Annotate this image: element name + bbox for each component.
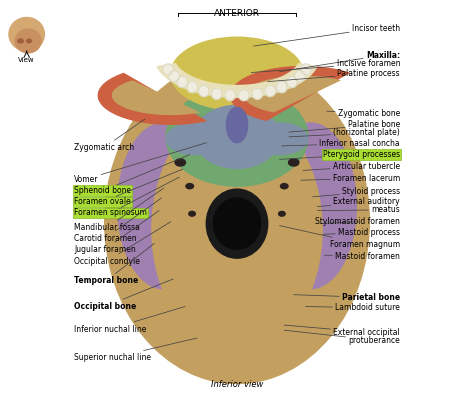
Ellipse shape <box>175 159 185 166</box>
Ellipse shape <box>251 123 308 154</box>
Ellipse shape <box>163 64 173 75</box>
Text: Superior nuchal line: Superior nuchal line <box>74 338 197 362</box>
Ellipse shape <box>194 105 280 168</box>
Ellipse shape <box>206 189 268 258</box>
Text: External occipital: External occipital <box>284 325 400 337</box>
Text: Mastoid foramen: Mastoid foramen <box>324 251 400 261</box>
Ellipse shape <box>105 60 369 383</box>
Ellipse shape <box>27 39 31 43</box>
Ellipse shape <box>213 198 261 249</box>
Ellipse shape <box>287 76 297 88</box>
Text: Articular tubercle: Articular tubercle <box>303 162 400 171</box>
Ellipse shape <box>166 88 308 186</box>
Ellipse shape <box>252 88 263 99</box>
Ellipse shape <box>227 107 247 143</box>
Ellipse shape <box>171 37 303 110</box>
Text: Occipital bone: Occipital bone <box>74 279 173 311</box>
Text: Foramen lacerum: Foramen lacerum <box>301 174 400 183</box>
Text: Jugular foramen: Jugular foramen <box>74 211 159 254</box>
Ellipse shape <box>166 123 223 154</box>
Ellipse shape <box>211 88 222 99</box>
Ellipse shape <box>225 89 235 101</box>
Ellipse shape <box>9 17 45 51</box>
Ellipse shape <box>279 211 285 216</box>
Text: Zygomatic arch: Zygomatic arch <box>74 119 145 152</box>
Ellipse shape <box>177 76 187 88</box>
Text: Stylomastoid foramen: Stylomastoid foramen <box>315 217 400 226</box>
Text: External auditory: External auditory <box>318 198 400 207</box>
Text: View: View <box>18 57 35 63</box>
Ellipse shape <box>301 64 311 75</box>
Ellipse shape <box>281 184 288 189</box>
Ellipse shape <box>152 107 322 352</box>
Text: Occipital condyle: Occipital condyle <box>74 222 171 266</box>
Text: Mastoid process: Mastoid process <box>323 228 400 237</box>
Text: Inferior nuchal line: Inferior nuchal line <box>74 307 185 333</box>
Text: Incisor teeth: Incisor teeth <box>254 24 400 46</box>
Text: Styloid process: Styloid process <box>313 187 400 197</box>
Ellipse shape <box>295 70 305 82</box>
Ellipse shape <box>15 29 41 53</box>
Ellipse shape <box>265 86 275 97</box>
Ellipse shape <box>189 211 195 216</box>
Text: meatus: meatus <box>318 206 400 214</box>
Polygon shape <box>230 66 350 121</box>
Ellipse shape <box>277 82 287 93</box>
Ellipse shape <box>169 70 179 82</box>
Text: Pterygoid processes: Pterygoid processes <box>280 150 400 159</box>
Ellipse shape <box>18 39 23 43</box>
Text: Zygomatic bone: Zygomatic bone <box>327 109 400 118</box>
Ellipse shape <box>118 123 210 289</box>
Text: Inferior nasal concha: Inferior nasal concha <box>282 139 400 148</box>
Text: Foramen magnum: Foramen magnum <box>280 226 400 249</box>
Text: Palatine process: Palatine process <box>268 69 400 82</box>
Ellipse shape <box>199 86 209 97</box>
Text: Parietal bone: Parietal bone <box>294 293 400 302</box>
Text: 🦴: 🦴 <box>25 25 29 32</box>
Polygon shape <box>157 64 317 97</box>
Polygon shape <box>112 80 201 115</box>
Text: Carotid foramen: Carotid foramen <box>74 198 161 243</box>
Text: Mandibular fossa: Mandibular fossa <box>74 188 164 232</box>
Text: ANTERIOR: ANTERIOR <box>214 10 260 18</box>
Text: Inferior view: Inferior view <box>211 380 263 388</box>
Polygon shape <box>244 76 341 112</box>
Text: Lambdoid suture: Lambdoid suture <box>306 303 400 312</box>
Ellipse shape <box>187 82 197 93</box>
Text: Foramen ovale: Foramen ovale <box>74 169 182 206</box>
Ellipse shape <box>289 159 299 166</box>
Polygon shape <box>98 73 208 125</box>
Ellipse shape <box>264 123 356 289</box>
Text: Temporal bone: Temporal bone <box>74 244 155 286</box>
Text: Sphenoid bone: Sphenoid bone <box>74 154 190 195</box>
Text: Incisive foramen: Incisive foramen <box>251 59 400 72</box>
Text: Maxilla:: Maxilla: <box>280 51 400 72</box>
Ellipse shape <box>186 184 193 189</box>
Text: protuberance: protuberance <box>284 330 400 345</box>
Text: (horizontal plate): (horizontal plate) <box>289 128 400 137</box>
Ellipse shape <box>239 89 249 101</box>
Text: Palatine bone: Palatine bone <box>289 120 400 132</box>
Text: Foramen spinosum: Foramen spinosum <box>74 177 179 217</box>
Text: Vomer: Vomer <box>74 143 206 184</box>
